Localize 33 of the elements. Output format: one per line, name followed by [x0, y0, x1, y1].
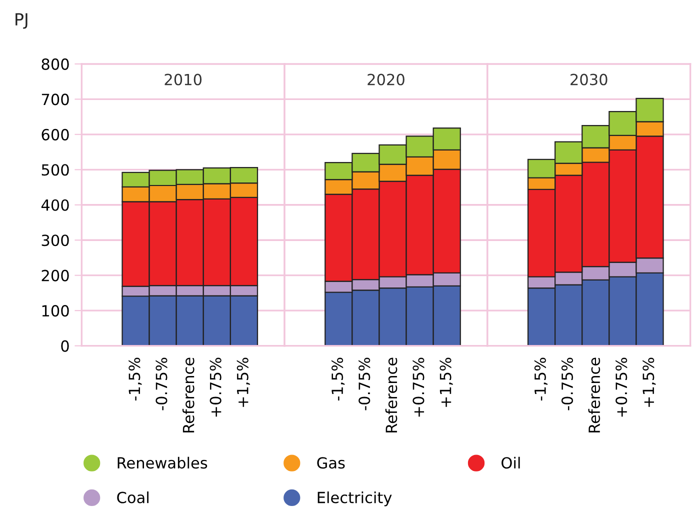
x-tick-label: Reference	[588, 358, 600, 432]
x-tick-label: -0.75%	[561, 358, 574, 410]
x-tick-label: Reference	[182, 358, 194, 432]
y-tick-label: 400	[41, 199, 69, 211]
x-tick-label: +1,5%	[236, 358, 250, 407]
x-tick-label: +0.75%	[210, 358, 222, 417]
legend-label: Electricity	[318, 491, 392, 506]
y-tick-label: 500	[42, 164, 69, 176]
y-axis-title: PJ	[16, 13, 28, 29]
x-tick-label: -0.75%	[358, 358, 370, 410]
x-tick-label: Reference	[385, 358, 398, 432]
x-tick-label: -0.75%	[156, 358, 168, 410]
text: 2030	[570, 74, 608, 86]
y-tick-label: 700	[42, 94, 69, 106]
y-tick-label: 0	[61, 340, 69, 352]
x-tick-label: +0.75%	[412, 358, 424, 417]
legend-label: Coal	[117, 491, 148, 504]
legend-label: Gas	[317, 457, 345, 469]
text: 2010	[164, 74, 202, 86]
x-tick-label: -1,5%	[534, 358, 548, 400]
x-tick-label: +1,5%	[642, 358, 656, 407]
y-tick-label: 300	[42, 234, 69, 246]
y-tick-label: 200	[42, 270, 69, 282]
x-tick-label: -1,5%	[128, 358, 142, 400]
y-tick-label: 600	[42, 128, 69, 140]
legend-label: Renewables	[118, 456, 208, 469]
y-tick-label: 800	[42, 58, 69, 70]
y-tick-label: 100	[42, 305, 69, 317]
x-tick-label: +0.75%	[616, 358, 628, 417]
x-tick-label: +1,5%	[440, 358, 453, 407]
x-tick-label: -1,5%	[332, 358, 345, 400]
legend-label: Oil	[502, 456, 520, 469]
text: 2020	[368, 74, 404, 86]
